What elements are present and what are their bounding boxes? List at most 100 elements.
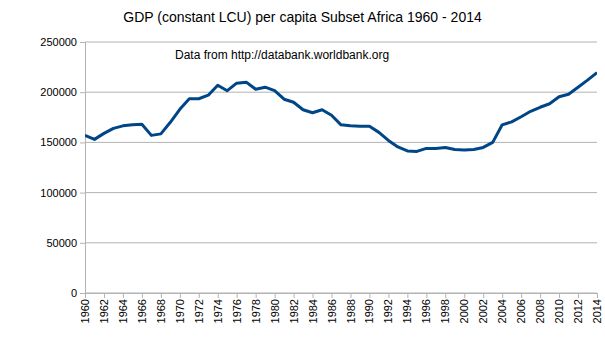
data-line	[85, 73, 597, 152]
tick-mark	[388, 293, 389, 298]
tick-mark	[80, 142, 85, 143]
tick: 1988	[345, 293, 357, 323]
tick-mark	[123, 293, 124, 298]
tick-label: 1974	[212, 299, 224, 323]
tick: 1974	[212, 293, 224, 323]
tick-label: 250000	[40, 36, 77, 48]
tick-label: 1968	[155, 299, 167, 323]
tick: 2010	[553, 293, 565, 323]
tick-mark	[142, 293, 143, 298]
tick-label: 1978	[250, 299, 262, 323]
tick: 1986	[326, 293, 338, 323]
tick-label: 1962	[98, 299, 110, 323]
tick-label: 1976	[231, 299, 243, 323]
tick-mark	[80, 193, 85, 194]
tick-label: 200000	[40, 86, 77, 98]
tick-mark	[369, 293, 370, 298]
tick-label: 1994	[401, 299, 413, 323]
tick-mark	[294, 293, 295, 298]
tick-mark	[199, 293, 200, 298]
tick: 1962	[98, 293, 110, 323]
tick-mark	[218, 293, 219, 298]
tick-label: 1980	[269, 299, 281, 323]
tick-mark	[313, 293, 314, 298]
y-axis: 0 50000 100000 150000 200000 250000	[40, 36, 85, 299]
tick-mark	[464, 293, 465, 298]
tick-label: 2004	[496, 299, 508, 323]
tick: 1968	[155, 293, 167, 323]
tick: 1960	[79, 293, 91, 323]
tick-label: 100000	[40, 187, 77, 199]
tick-mark	[80, 293, 85, 294]
tick: 250000	[40, 36, 85, 48]
tick-mark	[350, 293, 351, 298]
tick-label: 1984	[307, 299, 319, 323]
tick-label: 0	[71, 287, 77, 299]
tick: 2014	[591, 293, 603, 323]
tick-label: 1970	[174, 299, 186, 323]
tick-mark	[445, 293, 446, 298]
tick: 1996	[420, 293, 432, 323]
tick-label: 2002	[477, 299, 489, 323]
grid-line	[85, 42, 597, 43]
x-axis: 1960 1962 1964 1966 1968 1970 1972 1974 1976 1978…	[79, 293, 603, 323]
axis-line	[80, 43, 86, 294]
tick-mark	[483, 293, 484, 298]
tick: 2002	[477, 293, 489, 323]
tick-mark	[332, 293, 333, 298]
grid	[85, 42, 597, 293]
tick-mark	[426, 293, 427, 298]
tick: 2012	[572, 293, 584, 323]
tick-mark	[540, 293, 541, 298]
tick-label: 1982	[288, 299, 300, 323]
tick-mark	[256, 293, 257, 298]
tick-label: 1992	[382, 299, 394, 323]
tick-label: 50000	[46, 237, 77, 249]
tick-label: 2000	[458, 299, 470, 323]
tick-mark	[407, 293, 408, 298]
tick-label: 1988	[345, 299, 357, 323]
tick-mark	[104, 293, 105, 298]
plot: 0500001000001500002000002500001960196219…	[40, 36, 603, 323]
tick-label: 2006	[515, 299, 527, 323]
tick: 1976	[231, 293, 243, 323]
tick-mark	[161, 293, 162, 298]
grid-line	[85, 242, 597, 243]
tick: 50000	[46, 237, 85, 249]
tick-mark	[80, 92, 85, 93]
tick-label: 1960	[79, 299, 91, 323]
tick: 1998	[439, 293, 451, 323]
tick: 1984	[307, 293, 319, 323]
grid-line	[85, 192, 597, 193]
tick-mark	[180, 293, 181, 298]
tick-label: 1964	[117, 299, 129, 323]
tick: 1978	[250, 293, 262, 323]
tick-label: 2012	[572, 299, 584, 323]
tick-mark	[80, 42, 85, 43]
tick-label: 1972	[193, 299, 205, 323]
tick: 2006	[515, 293, 527, 323]
tick: 200000	[40, 86, 85, 98]
tick-mark	[237, 293, 238, 298]
chart: 0500001000001500002000002500001960196219…	[0, 0, 605, 340]
tick: 100000	[40, 187, 85, 199]
title: GDP (constant LCU) per capita Subset Afr…	[123, 9, 482, 25]
grid-line	[85, 92, 597, 93]
tick-mark	[80, 243, 85, 244]
annotation: Data from http://databank.worldbank.org	[175, 48, 389, 62]
tick: 2008	[534, 293, 546, 323]
axis-line	[86, 294, 598, 299]
tick: 150000	[40, 136, 85, 148]
grid-line	[85, 142, 597, 143]
tick-mark	[521, 293, 522, 298]
tick: 1992	[382, 293, 394, 323]
tick: 1972	[193, 293, 205, 323]
tick-mark	[275, 293, 276, 298]
tick: 1990	[363, 293, 375, 323]
tick-mark	[559, 293, 560, 298]
tick: 1982	[288, 293, 300, 323]
marks	[85, 73, 597, 152]
tick: 1970	[174, 293, 186, 323]
tick: 1964	[117, 293, 129, 323]
tick-label: 1966	[136, 299, 148, 323]
